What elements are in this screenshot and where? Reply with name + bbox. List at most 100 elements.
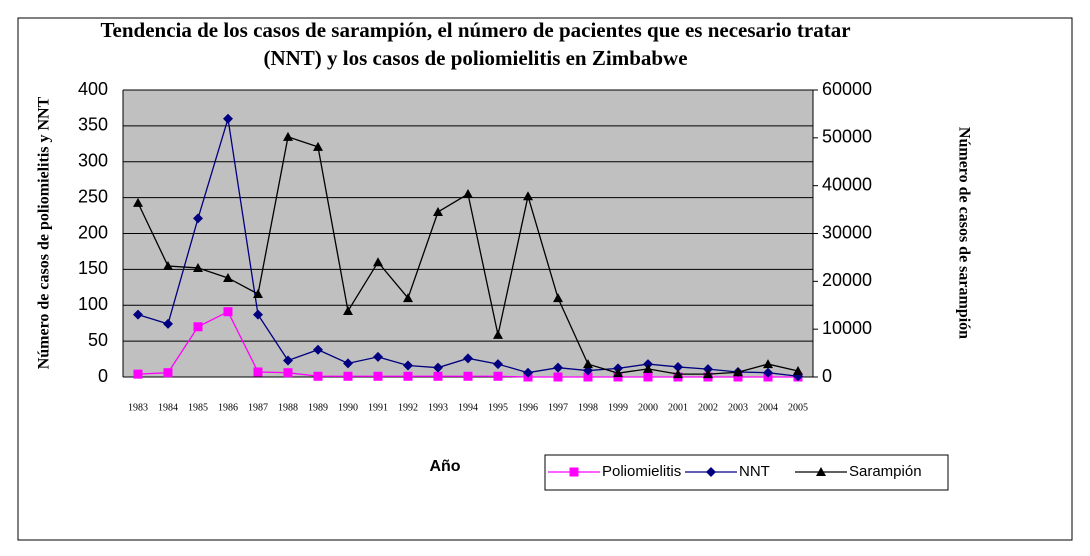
data-point [763,359,773,369]
data-point [493,371,503,381]
legend-marker [816,467,826,476]
data-point [313,344,323,355]
x-tick-label: 1987 [248,402,268,413]
y-axis-title: Número de casos de poliomielitis y NNT [36,96,53,369]
data-point [253,367,263,377]
x-tick-label: 2002 [698,402,718,413]
data-point [793,366,803,376]
data-point [283,368,293,378]
x-tick-label: 1995 [488,402,508,413]
data-point [223,307,233,317]
data-point [733,367,743,377]
data-point [163,368,173,378]
data-point [223,272,233,282]
data-point [223,113,233,124]
data-point [643,372,653,382]
data-point [283,355,293,366]
x-tick-label: 1998 [578,402,598,413]
data-point [523,367,533,378]
x-tick-label: 1992 [398,402,418,413]
data-point [253,289,263,299]
data-point [553,372,563,382]
y-tick-label: 150 [78,258,108,278]
x-tick-label: 1993 [428,402,448,413]
data-point [583,372,593,382]
data-point [193,262,203,272]
x-tick-label: 1999 [608,402,628,413]
y-tick-label: 200 [78,222,108,242]
x-tick-label: 1988 [278,402,298,413]
data-point [553,362,563,373]
x-tick-label: 1986 [218,402,238,413]
chart-title: Tendencia de los casos de sarampión, el … [100,18,851,70]
x-tick-label: 1990 [338,402,358,413]
x-tick-label: 2005 [788,402,808,413]
y2-tick-label: 50000 [822,127,872,147]
data-point [643,363,653,373]
data-point [403,371,413,381]
data-point [313,371,323,381]
data-point [733,372,743,382]
y2-axis-title: Número de casos de sarampión [955,127,972,339]
legend-label: NNT [739,463,770,480]
x-axis-title: Año [429,458,460,475]
y-tick-label: 350 [78,115,108,135]
data-point [463,353,473,364]
legend-label: Sarampión [849,463,922,480]
data-point [133,309,143,320]
legend-marker [569,467,579,477]
x-tick-label: 1983 [128,402,148,413]
data-point [343,305,353,315]
data-point [433,371,443,381]
y-tick-label: 100 [78,294,108,314]
data-point [373,257,383,267]
data-point [163,261,173,271]
x-tick-label: 1985 [188,402,208,413]
y-tick-label: 300 [78,151,108,171]
data-point [463,189,473,199]
y-tick-label: 400 [78,79,108,99]
x-tick-label: 1997 [548,402,568,413]
data-point [613,368,623,378]
x-tick-label: 2001 [668,402,688,413]
legend-label: Poliomielitis [602,463,681,480]
data-point [583,359,593,369]
x-tick-label: 1984 [158,402,178,413]
data-point [313,141,323,151]
data-point [343,358,353,369]
y-tick-label: 50 [88,330,108,350]
data-point [523,191,533,201]
x-tick-label: 2003 [728,402,748,413]
x-tick-label: 1989 [308,402,328,413]
x-tick-label: 2000 [638,402,658,413]
x-tick-label: 1991 [368,402,388,413]
y2-tick-label: 20000 [822,270,872,290]
data-point [133,369,143,379]
data-point [703,369,713,379]
x-tick-label: 2004 [758,402,778,413]
data-point [373,351,383,362]
data-point [673,361,683,372]
y2-tick-label: 40000 [822,174,872,194]
x-tick-label: 1996 [518,402,538,413]
data-point [493,359,503,370]
data-point [193,213,203,224]
data-point [253,309,263,320]
data-point [493,329,503,339]
data-point [463,371,473,381]
y-tick-label: 0 [98,366,108,386]
y-tick-label: 250 [78,186,108,206]
data-point [703,364,713,375]
y2-tick-label: 0 [822,366,832,386]
data-point [763,367,773,378]
data-point [433,206,443,216]
data-point [403,360,413,371]
data-point [373,371,383,381]
data-point [673,369,683,379]
y2-tick-label: 30000 [822,222,872,242]
x-tick-label: 1994 [458,402,478,413]
data-point [343,371,353,381]
data-point [403,293,413,303]
